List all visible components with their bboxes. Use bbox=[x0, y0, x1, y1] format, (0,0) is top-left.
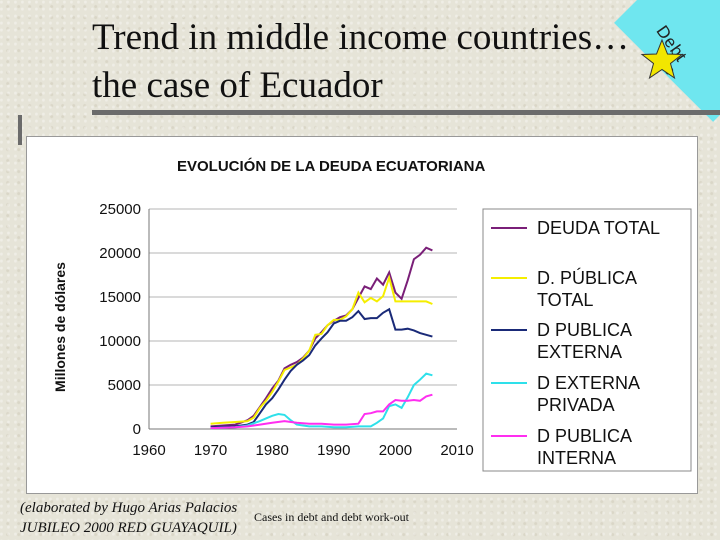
legend-box bbox=[482, 208, 692, 472]
y-tick-label: 20000 bbox=[99, 245, 141, 262]
y-tick-label: 0 bbox=[133, 421, 141, 438]
y-tick-label: 5000 bbox=[108, 377, 141, 394]
y-axis-label: Millones de dólares bbox=[52, 262, 68, 392]
legend-label: PRIVADA bbox=[537, 395, 615, 415]
footer-credit-line1: (elaborated by Hugo Arias Palacios bbox=[20, 500, 238, 516]
x-tick-label: 2000 bbox=[379, 442, 412, 459]
series-lines bbox=[210, 246, 433, 430]
legend-label: D EXTERNA bbox=[537, 373, 640, 393]
x-tick-label: 1960 bbox=[132, 442, 165, 459]
legend-label: INTERNA bbox=[537, 448, 616, 468]
legend-label: D. PÚBLICA bbox=[537, 267, 637, 288]
legend-label: D PUBLICA bbox=[537, 426, 632, 446]
debt-line-chart: EVOLUCIÓN DE LA DEUDA ECUATORIANA Millon… bbox=[52, 157, 692, 472]
legend-label: EXTERNA bbox=[537, 342, 622, 362]
series-line-publica-total bbox=[210, 274, 433, 425]
grid-lines bbox=[149, 208, 457, 430]
y-tick-label: 25000 bbox=[99, 201, 141, 218]
y-tick-label: 15000 bbox=[99, 289, 141, 306]
title-divider bbox=[92, 110, 720, 115]
x-tick-label: 1970 bbox=[194, 442, 227, 459]
x-tick-label: 1990 bbox=[317, 442, 350, 459]
footer-credit-line2: JUBILEO 2000 RED GUAYAQUIL) bbox=[20, 520, 237, 536]
legend-label: DEUDA TOTAL bbox=[537, 218, 660, 238]
series-line-publica-externa bbox=[210, 307, 433, 429]
chart-title: EVOLUCIÓN DE LA DEUDA ECUATORIANA bbox=[177, 157, 486, 175]
footer-subtitle: Cases in debt and debt work-out bbox=[254, 510, 409, 524]
x-tick-label: 1980 bbox=[256, 442, 289, 459]
slide-title: Trend in middle income countries… the ca… bbox=[92, 17, 630, 106]
chart-panel: EVOLUCIÓN DE LA DEUDA ECUATORIANA Millon… bbox=[26, 136, 698, 494]
star-icon bbox=[640, 38, 684, 80]
x-tick-label: 2010 bbox=[440, 442, 473, 459]
y-tick-label: 10000 bbox=[99, 333, 141, 350]
series-line-externa-privada bbox=[210, 372, 433, 430]
legend-label: D PUBLICA bbox=[537, 320, 632, 340]
legend-label: TOTAL bbox=[537, 290, 593, 310]
series-line-publica-interna bbox=[210, 393, 433, 430]
left-divider bbox=[18, 115, 22, 145]
axes: 0 5000 10000 15000 20000 25000 1960 1970 1980 199… bbox=[99, 201, 473, 459]
